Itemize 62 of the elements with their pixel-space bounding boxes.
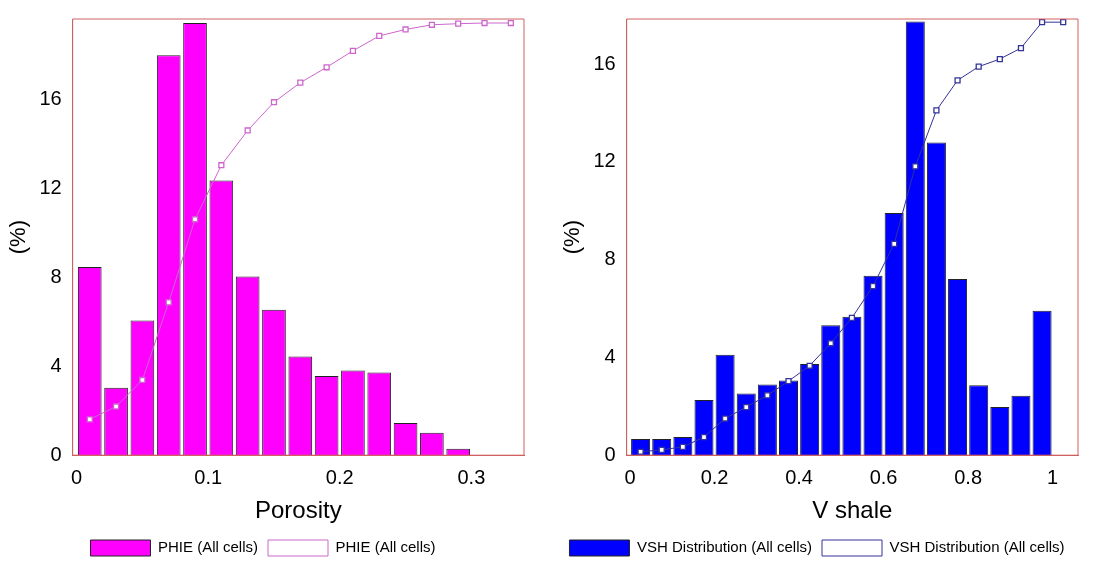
- y-axis-title: (%): [559, 219, 585, 255]
- point: [349, 47, 357, 54]
- point: [912, 163, 919, 170]
- x-tick-label: 0.8: [954, 465, 983, 488]
- point: [891, 240, 898, 247]
- point: [112, 403, 120, 410]
- point: [869, 282, 877, 290]
- point: [244, 127, 251, 134]
- x-tick-label: 0.2: [325, 465, 354, 488]
- point: [297, 79, 304, 86]
- legend-label: PHIE (All cells): [335, 538, 436, 556]
- y-tick-label: 12: [39, 175, 62, 198]
- point: [954, 77, 961, 84]
- x-tick-label: 0.2: [700, 465, 729, 488]
- y-tick-label: 0: [50, 442, 62, 465]
- y-tick-label: 4: [50, 353, 62, 376]
- point: [376, 32, 383, 40]
- point: [637, 448, 644, 455]
- point: [86, 416, 93, 423]
- y-tick-label: 8: [604, 247, 616, 270]
- x-tick-label: 0.6: [869, 465, 898, 488]
- y-tick-label: 12: [593, 149, 616, 172]
- y-axis-title: (%): [5, 219, 31, 255]
- point: [721, 415, 729, 422]
- legend-label: VSH Distribution (All cells): [889, 538, 1065, 556]
- y-tick-label: 0: [604, 442, 616, 465]
- point: [481, 19, 488, 27]
- x-tick-label: 0.1: [194, 465, 223, 488]
- point: [975, 63, 982, 70]
- point: [785, 378, 792, 385]
- x-tick-label: 0.4: [785, 465, 813, 488]
- point: [700, 433, 708, 441]
- point: [455, 20, 462, 27]
- point: [743, 403, 750, 411]
- point: [827, 340, 834, 347]
- x-tick-label: 0: [71, 465, 83, 488]
- point: [402, 26, 409, 33]
- point: [507, 19, 514, 27]
- point: [848, 314, 856, 321]
- point: [270, 99, 278, 106]
- point: [191, 216, 199, 223]
- x-axis-title: Porosity: [254, 496, 342, 524]
- point: [1017, 44, 1025, 52]
- x-tick-label: 0.3: [457, 465, 486, 488]
- point: [764, 392, 771, 399]
- point: [996, 55, 1003, 63]
- x-tick-label: 1: [1047, 465, 1059, 488]
- x-axis-title: V shale: [812, 496, 893, 524]
- point: [933, 107, 940, 114]
- y-tick-label: 16: [39, 86, 62, 109]
- point: [139, 376, 146, 384]
- point: [806, 362, 813, 369]
- point: [165, 299, 172, 306]
- y-tick-label: 8: [50, 264, 62, 287]
- x-tick-label: 0: [624, 465, 636, 488]
- point: [218, 162, 225, 169]
- point: [323, 64, 330, 71]
- point: [428, 21, 436, 28]
- legend-label: VSH Distribution (All cells): [636, 538, 813, 556]
- y-tick-label: 16: [593, 51, 616, 74]
- legend-label: PHIE (All cells): [157, 538, 258, 556]
- y-tick-label: 4: [604, 344, 616, 367]
